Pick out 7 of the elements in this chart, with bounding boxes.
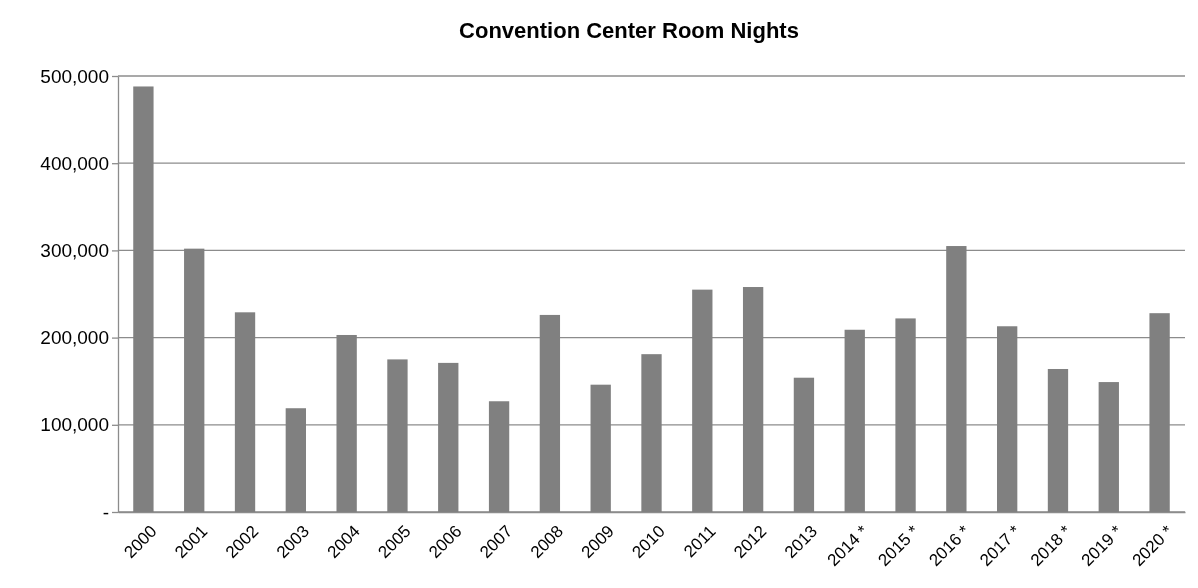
- y-tick-label: 200,000: [40, 327, 109, 349]
- y-tick-label: 100,000: [40, 414, 109, 436]
- y-tick-label: 500,000: [40, 65, 109, 87]
- chart-title: Convention Center Room Nights: [459, 18, 799, 43]
- y-tick-label: 400,000: [40, 152, 109, 174]
- y-tick-label: 300,000: [40, 239, 109, 261]
- y-tick-label: -: [102, 501, 109, 523]
